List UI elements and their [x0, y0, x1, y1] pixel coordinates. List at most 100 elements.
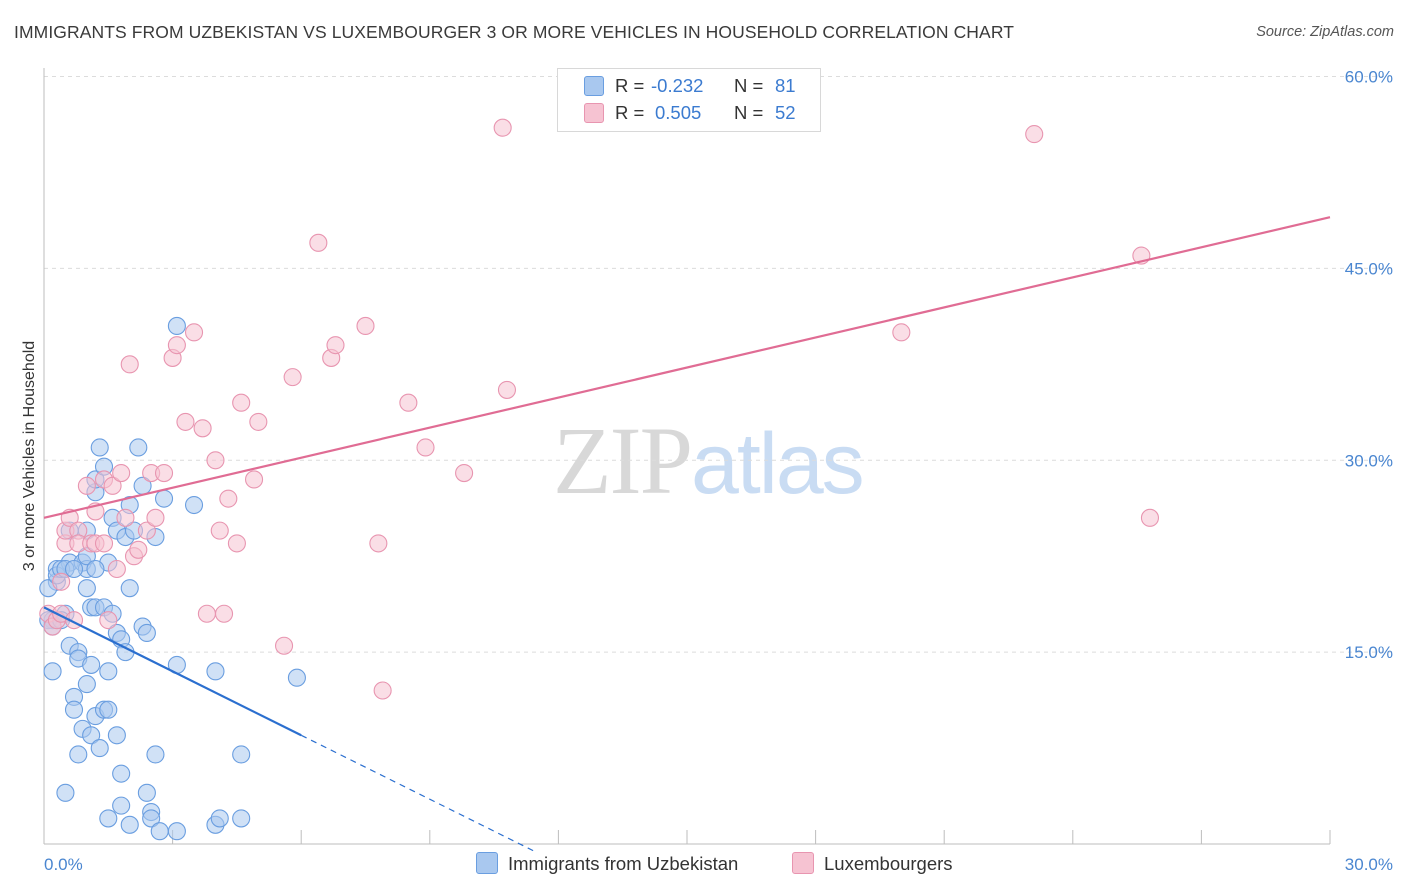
- data-point-pink: [197, 604, 216, 623]
- data-point-pink: [497, 380, 517, 399]
- data-point-pink: [176, 412, 195, 431]
- correlation-legend: R = -0.232 N = 81 R = 0.505 N = 52: [557, 68, 821, 132]
- data-point-pink: [1140, 508, 1160, 527]
- legend-swatch-pink: [584, 103, 604, 123]
- data-point-blue: [77, 675, 96, 694]
- data-point-pink: [154, 464, 174, 483]
- data-point-blue: [232, 809, 251, 828]
- trend-line-extension-blue: [300, 734, 538, 854]
- data-point-pink: [399, 393, 418, 412]
- legend-n-label: N =: [734, 102, 764, 123]
- data-point-pink: [193, 419, 212, 438]
- data-point-pink: [373, 681, 392, 700]
- legend-r-label: R =: [615, 75, 645, 96]
- data-point-blue: [107, 726, 126, 745]
- data-point-blue: [287, 668, 306, 687]
- data-point-pink: [214, 604, 234, 623]
- bottom-legend-label: Luxembourgers: [824, 853, 953, 874]
- data-point-pink: [283, 368, 302, 387]
- data-point-blue: [210, 809, 229, 828]
- legend-n-value: 52: [775, 102, 796, 123]
- data-point-pink: [116, 508, 135, 527]
- x-tick-label: 0.0%: [44, 855, 83, 874]
- data-point-pink: [107, 559, 126, 579]
- legend-n-value: 81: [775, 75, 796, 96]
- data-point-blue: [129, 438, 148, 457]
- data-point-blue: [137, 783, 156, 802]
- legend-swatch-blue: [584, 76, 604, 96]
- data-point-pink: [103, 476, 122, 495]
- data-point-pink: [892, 323, 911, 342]
- y-tick-label: 30.0%: [1345, 451, 1393, 470]
- data-point-pink: [326, 336, 345, 355]
- trend-line-blue: [43, 606, 302, 737]
- data-point-pink: [227, 534, 246, 553]
- data-point-pink: [232, 393, 251, 412]
- data-point-blue: [146, 745, 165, 764]
- data-point-blue: [137, 623, 156, 642]
- data-point-blue: [99, 809, 118, 828]
- data-point-pink: [129, 540, 148, 559]
- watermark: ZIPatlas: [553, 405, 865, 516]
- data-point-blue: [64, 700, 84, 719]
- trend-line-pink: [43, 216, 1331, 519]
- legend-r-label: R =: [615, 102, 645, 123]
- data-point-pink: [416, 438, 435, 457]
- data-point-blue: [90, 438, 109, 457]
- data-point-blue: [154, 489, 174, 508]
- data-point-pink: [112, 464, 131, 483]
- data-point-pink: [99, 611, 118, 630]
- data-point-pink: [120, 355, 139, 374]
- data-point-pink: [167, 336, 186, 355]
- data-point-pink: [244, 470, 264, 489]
- data-point-blue: [167, 316, 186, 336]
- data-point-pink: [309, 233, 328, 252]
- bottom-legend-uzbekistan: Immigrants from Uzbekistan: [476, 852, 738, 876]
- data-point-blue: [112, 796, 131, 815]
- data-point-blue: [150, 822, 169, 841]
- data-point-blue: [120, 815, 139, 834]
- data-point-pink: [356, 316, 375, 336]
- data-point-pink: [1025, 125, 1044, 144]
- data-point-pink: [146, 508, 165, 527]
- data-point-pink: [493, 118, 512, 137]
- data-point-blue: [82, 655, 101, 674]
- data-point-pink: [275, 636, 294, 655]
- data-point-pink: [77, 476, 96, 495]
- bottom-legend-label: Immigrants from Uzbekistan: [508, 853, 739, 874]
- data-point-blue: [120, 579, 139, 598]
- y-tick-label: 60.0%: [1345, 68, 1393, 87]
- data-point-pink: [94, 534, 114, 553]
- data-point-blue: [64, 559, 84, 579]
- data-point-blue: [206, 662, 225, 681]
- data-point-pink: [52, 572, 71, 591]
- legend-n-label: N =: [734, 75, 764, 96]
- data-point-blue: [116, 643, 135, 662]
- data-point-blue: [82, 726, 101, 745]
- y-tick-label: 15.0%: [1345, 643, 1393, 662]
- chart-title: IMMIGRANTS FROM UZBEKISTAN VS LUXEMBOURG…: [14, 22, 1015, 42]
- bottom-legend-luxembourgers: Luxembourgers: [792, 852, 953, 876]
- data-point-blue: [99, 662, 118, 681]
- watermark-atlas: atlas: [691, 416, 865, 512]
- data-point-blue: [90, 739, 109, 758]
- bottom-legend-swatch-blue: [476, 852, 498, 874]
- legend-r-value: 0.505: [655, 102, 702, 123]
- y-tick-label: 45.0%: [1345, 259, 1393, 278]
- data-point-pink: [369, 534, 388, 553]
- data-point-blue: [56, 783, 75, 802]
- legend-r-value: -0.232: [651, 75, 704, 96]
- data-point-pink: [219, 489, 238, 508]
- data-point-blue: [232, 745, 251, 764]
- data-point-pink: [249, 412, 268, 431]
- data-point-blue: [77, 579, 96, 598]
- data-point-blue: [69, 745, 88, 764]
- data-point-pink: [137, 521, 156, 540]
- data-point-blue: [43, 662, 62, 681]
- data-point-blue: [86, 559, 105, 579]
- data-point-blue: [112, 764, 131, 783]
- data-point-blue: [184, 495, 204, 515]
- data-point-blue: [167, 822, 186, 841]
- data-point-pink: [206, 451, 225, 470]
